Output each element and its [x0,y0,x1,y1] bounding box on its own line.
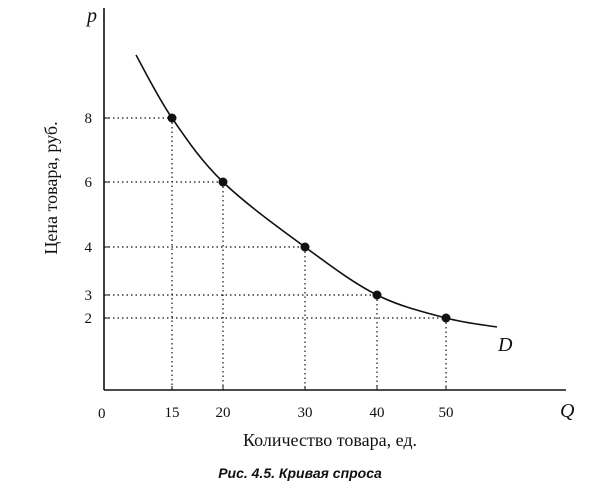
y-axis-title: Цена товара, руб. [41,121,61,254]
data-point [441,313,451,323]
y-axis-name: p [85,5,97,27]
x-tick-label: 30 [298,405,313,421]
y-tick-label: 2 [85,311,93,327]
x-tick-label: 15 [165,405,180,421]
data-point [167,113,177,123]
x-tick-label: 20 [216,405,231,421]
x-tick-label: 50 [439,405,454,421]
demand-curve [135,54,498,328]
y-tick-label: 4 [85,240,93,256]
origin-label: 0 [98,406,106,422]
data-point [372,290,382,300]
x-axis-title: Количество товара, ед. [243,430,417,450]
y-tick-label: 3 [85,288,93,304]
demand-curve-label: D [497,334,513,356]
figure-caption: Рис. 4.5. Кривая спроса [218,465,382,481]
x-axis-name: Q [560,400,575,422]
data-point [300,242,310,252]
x-tick-label: 40 [370,405,385,421]
y-tick-label: 6 [85,175,93,191]
y-tick-label: 8 [85,111,93,127]
data-point [218,177,228,187]
